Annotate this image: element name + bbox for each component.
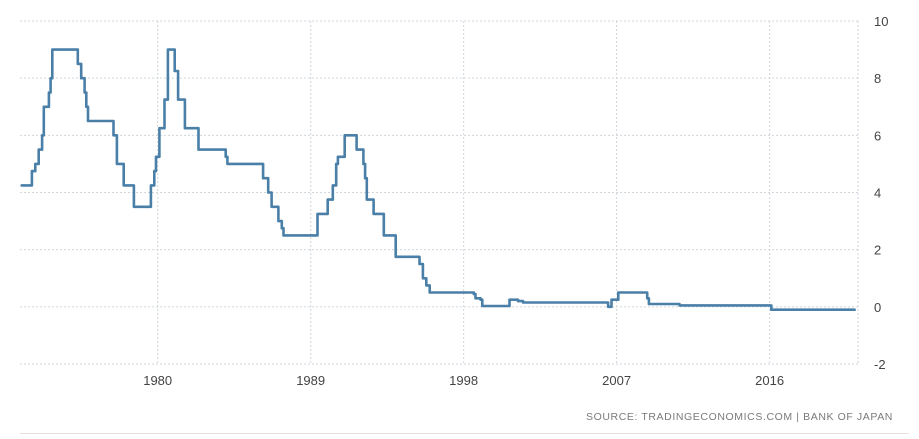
- x-tick-label: 1980: [143, 373, 172, 388]
- series-line-0: [20, 48, 856, 311]
- x-tick-label: 1998: [449, 373, 478, 388]
- y-tick-label: 8: [874, 71, 881, 86]
- y-tick-label: 0: [874, 300, 881, 315]
- y-tick-label: -2: [874, 357, 886, 372]
- source-label: SOURCE: TRADINGECONOMICS.COM | BANK OF J…: [585, 411, 893, 423]
- y-tick-label: 2: [874, 243, 881, 258]
- y-axis-ticks: 10 8 6 4 2 0 -2: [874, 14, 888, 372]
- gridlines: [20, 20, 859, 365]
- y-tick-label: 10: [874, 14, 888, 29]
- x-tick-label: 2016: [755, 373, 784, 388]
- series-layer: [20, 48, 856, 311]
- y-tick-label: 6: [874, 128, 881, 143]
- x-axis-ticks: 1980 1989 1998 2007 2016: [143, 373, 784, 388]
- x-tick-label: 2007: [602, 373, 631, 388]
- bottom-divider: [20, 433, 909, 434]
- x-tick-label: 1989: [296, 373, 325, 388]
- y-tick-label: 4: [874, 186, 881, 201]
